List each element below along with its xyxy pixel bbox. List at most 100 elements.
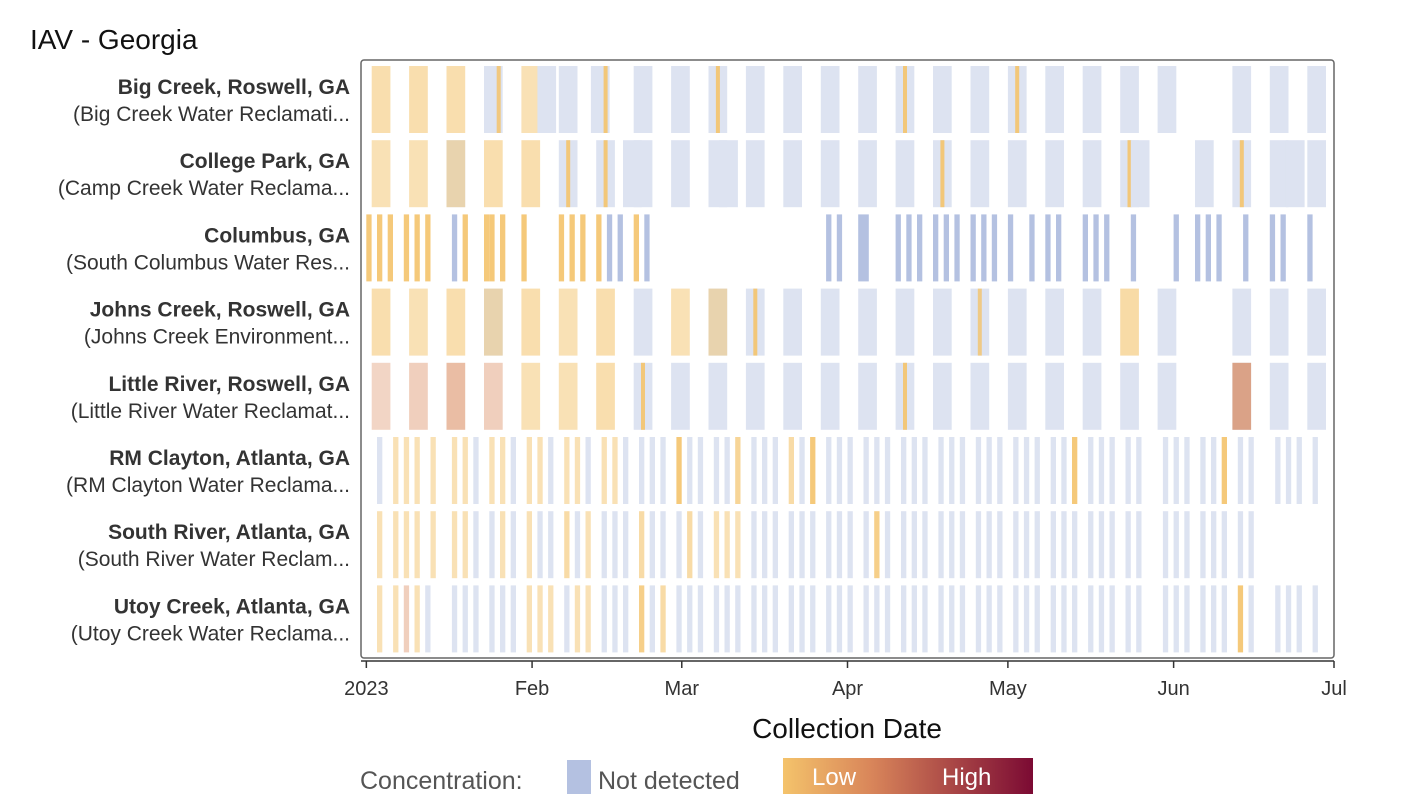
sample-bar-not-detected [644, 214, 650, 282]
sample-bar-not-detected [933, 362, 952, 430]
sample-bar-detected [537, 437, 543, 504]
sample-bar-not-detected [1248, 437, 1254, 504]
x-tick-label: Mar [665, 678, 700, 700]
sample-bar-not-detected [975, 511, 982, 579]
sample-bar-not-detected [970, 362, 990, 430]
sample-bar-detected [574, 437, 581, 504]
sample-bar-not-detected [451, 214, 458, 282]
sample-bar-not-detected [1029, 214, 1035, 282]
sample-bar-detected [446, 140, 466, 208]
sample-bar-detected [521, 214, 527, 282]
sample-bar-not-detected [895, 140, 915, 208]
sample-bar-not-detected [1269, 362, 1289, 430]
sample-bar-not-detected [751, 511, 757, 579]
sample-bar-detected [377, 511, 383, 579]
sample-bar-not-detected [997, 585, 1003, 653]
sample-bar-not-detected [1296, 437, 1302, 504]
sample-bar-not-detected [1269, 66, 1289, 133]
sample-bar-not-detected [917, 214, 923, 282]
sample-bar-not-detected [1023, 585, 1030, 653]
sample-bar-not-detected [922, 437, 928, 504]
sample-bar-detected [500, 214, 506, 282]
sample-bar-not-detected [858, 66, 877, 133]
sample-bar-not-detected [970, 140, 990, 208]
site-name-label: South River, Atlanta, GA [108, 521, 350, 544]
sample-bar-detected [564, 437, 570, 504]
sample-bar-not-detected [799, 437, 805, 504]
sample-bar-not-detected [1280, 214, 1286, 282]
sample-bar-detected [526, 437, 532, 504]
sample-bar-not-detected [949, 437, 955, 504]
sample-bar-not-detected [473, 511, 479, 579]
site-row [371, 362, 1326, 430]
sample-bar-detected [430, 437, 436, 504]
sample-bar-not-detected [997, 511, 1003, 579]
site-name-label: Utoy Creek, Atlanta, GA [114, 595, 350, 618]
sample-bar-detected [639, 585, 645, 653]
sample-bar-detected [462, 214, 468, 282]
sample-bar-not-detected [1125, 511, 1131, 579]
sample-bar-not-detected [933, 66, 952, 133]
site-plant-label: (Camp Creek Water Reclama... [58, 177, 350, 200]
sample-bar-not-detected [1056, 214, 1062, 282]
sample-bar-not-detected [762, 585, 768, 653]
sample-bar-detected [569, 214, 575, 282]
sample-bar-detected [496, 66, 501, 133]
sample-bar-detected [566, 140, 571, 208]
sample-bar-detected [371, 362, 391, 430]
sample-bar-detected [735, 437, 741, 504]
sample-bar-detected [977, 288, 982, 356]
sample-bar-detected [393, 437, 399, 504]
sample-bar-not-detected [986, 511, 992, 579]
sample-bar-not-detected [1082, 140, 1102, 208]
sample-bar-detected [484, 288, 503, 356]
sample-bar-not-detected [606, 214, 613, 282]
sample-bar-not-detected [906, 214, 912, 282]
sample-bar-not-detected [895, 288, 915, 356]
sample-bar-not-detected [425, 585, 431, 653]
sample-bar-not-detected [713, 585, 720, 653]
sample-bar-not-detected [836, 214, 843, 282]
sample-bar-not-detected [574, 511, 581, 579]
sample-bar-not-detected [799, 585, 805, 653]
sample-bar-not-detected [377, 437, 383, 504]
sample-bar-not-detected [1216, 214, 1222, 282]
sample-bar-not-detected [649, 511, 655, 579]
sample-bar-not-detected [1082, 362, 1102, 430]
sample-bar-not-detected [623, 511, 629, 579]
sample-bar-detected [558, 214, 565, 282]
sample-bar-not-detected [884, 437, 891, 504]
sample-bar-not-detected [922, 585, 928, 653]
sample-bar-detected [366, 214, 372, 282]
sample-bar-not-detected [1200, 437, 1206, 504]
sample-bar-not-detected [1195, 140, 1214, 208]
sample-bar-not-detected [724, 585, 730, 653]
sample-bar-not-detected [1269, 214, 1276, 282]
sample-bar-not-detected [863, 511, 869, 579]
legend-gradient-bar [783, 758, 1033, 794]
sample-bar-not-detected [1173, 585, 1179, 653]
sample-bar-not-detected [1162, 511, 1169, 579]
sample-bar-not-detected [1007, 140, 1027, 208]
sample-bar-not-detected [660, 511, 666, 579]
legend-title: Concentration: [360, 767, 523, 795]
sample-bar-not-detected [1050, 511, 1056, 579]
sample-bar-not-detected [548, 511, 554, 579]
sample-bar-detected [403, 437, 410, 504]
legend-high-label: High [942, 764, 991, 791]
sample-bar-detected [676, 437, 682, 504]
sample-bar-not-detected [858, 140, 877, 208]
site-name-label: Big Creek, Roswell, GA [118, 76, 350, 99]
legend-not-detected-swatch [567, 760, 591, 794]
sample-bar-not-detected [788, 511, 794, 579]
sample-bar-not-detected [820, 66, 840, 133]
sample-bar-detected [1015, 66, 1020, 133]
sample-bar-not-detected [462, 585, 468, 653]
sample-bar-not-detected [901, 437, 907, 504]
sample-bar-not-detected [943, 214, 949, 282]
sample-bar-not-detected [1088, 511, 1094, 579]
sample-bar-not-detected [949, 585, 955, 653]
sample-bar-not-detected [1088, 585, 1094, 653]
sample-bar-not-detected [1098, 585, 1105, 653]
sample-bar-not-detected [451, 585, 458, 653]
